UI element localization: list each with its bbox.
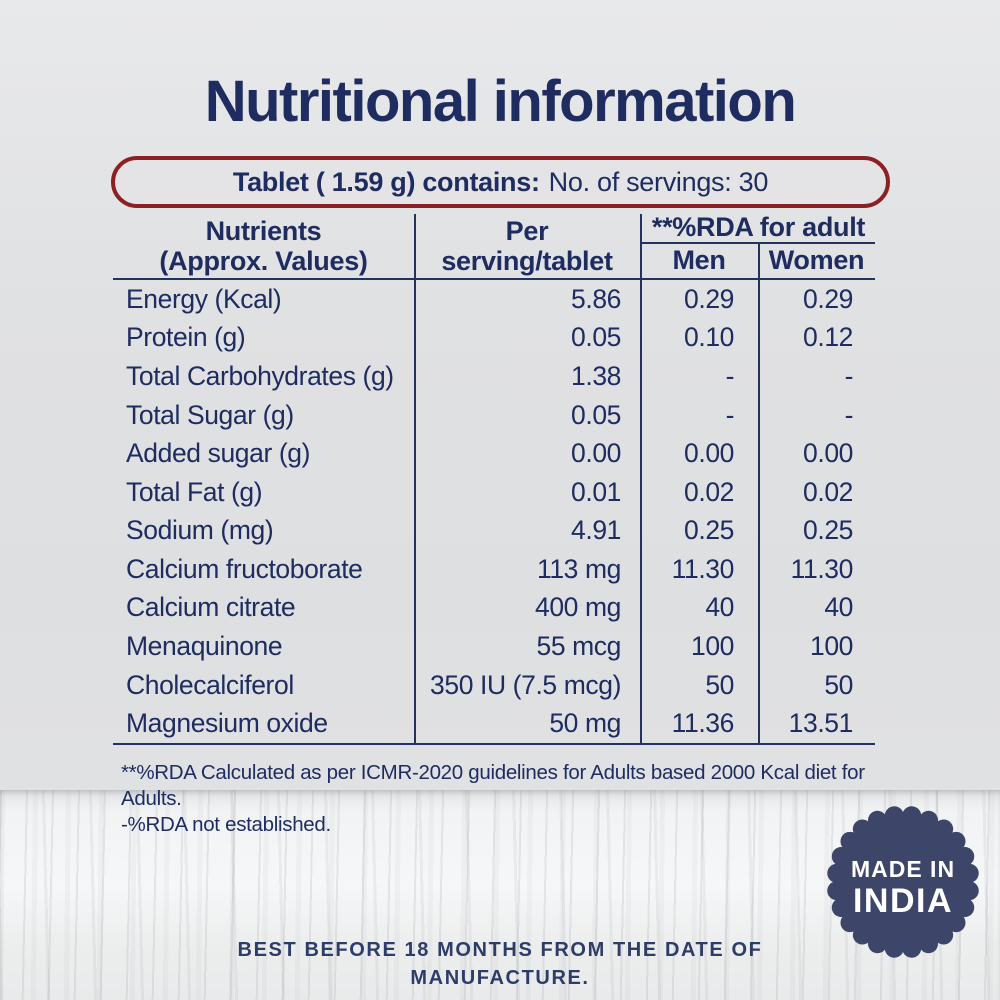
per-serving-cell: 5.86 — [571, 283, 621, 314]
nutrient-name-cell: Calcium fructoborate — [126, 553, 363, 584]
table-bottom-border — [113, 743, 875, 745]
rda-women-cell: 0.25 — [803, 515, 853, 546]
table-row: Sodium (mg) 4.91 0.25 0.25 — [113, 511, 875, 550]
per-serving-cell: 0.05 — [571, 399, 621, 430]
badge-scalloped-seal-shape — [827, 806, 979, 958]
rda-women-cell: 100 — [809, 630, 853, 661]
rda-women-cell: 0.29 — [803, 283, 853, 314]
column-divider — [414, 214, 416, 743]
per-serving-cell: 400 mg — [535, 592, 621, 623]
rda-men-cell: 0.25 — [684, 515, 734, 546]
nutrient-name-cell: Menaquinone — [126, 630, 283, 661]
rda-men-cell: 0.00 — [684, 438, 734, 469]
nutrient-name-cell: Magnesium oxide — [126, 708, 328, 739]
servings-count-label: No. of servings: 30 — [548, 166, 769, 197]
table-body: Energy (Kcal) 5.86 0.29 0.29 Protein (g)… — [113, 280, 875, 743]
badge-text-made-in: MADE IN — [851, 856, 955, 882]
column-header-rda-group: **%RDA for adult — [651, 212, 866, 242]
rda-men-cell: 0.02 — [684, 476, 734, 507]
best-before-line-2: MANUFACTURE. — [410, 967, 590, 989]
rda-men-cell: 50 — [705, 669, 734, 700]
rda-women-cell: 0.02 — [803, 476, 853, 507]
rda-women-cell: - — [844, 360, 854, 391]
nutrient-name-cell: Total Carbohydrates (g) — [126, 360, 394, 391]
header-line: serving/tablet — [441, 246, 613, 276]
table-row: Added sugar (g) 0.00 0.00 0.00 — [113, 434, 875, 473]
rda-women-cell: 11.30 — [790, 553, 854, 584]
rda-men-cell: 11.36 — [671, 708, 735, 739]
per-serving-cell: 4.91 — [571, 515, 621, 546]
footnote-line-2: -%RDA not established. — [121, 813, 331, 836]
rda-footnote: **%RDA Calculated as per ICMR-2020 guide… — [121, 760, 911, 838]
per-serving-cell: 350 IU (7.5 mcg) — [430, 669, 621, 700]
per-serving-cell: 0.00 — [571, 438, 621, 469]
nutrient-name-cell: Protein (g) — [126, 322, 246, 353]
column-header-per-serving: Per serving/tablet — [414, 216, 640, 276]
nutrient-name-cell: Added sugar (g) — [126, 438, 311, 469]
rda-women-cell: 0.00 — [803, 438, 853, 469]
per-serving-cell: 113 mg — [536, 553, 621, 584]
table-row: Calcium fructoborate 113 mg 11.30 11.30 — [113, 550, 875, 589]
column-header-nutrients: Nutrients (Approx. Values) — [113, 216, 414, 276]
table-row: Magnesium oxide 50 mg 11.36 13.51 — [113, 704, 875, 743]
rda-women-cell: - — [844, 399, 854, 430]
serving-size-label: Tablet ( 1.59 g) contains: — [232, 166, 540, 197]
rda-women-cell: 0.12 — [803, 322, 853, 353]
nutrient-name-cell: Energy (Kcal) — [126, 283, 282, 314]
made-in-india-badge: MADE IN INDIA — [827, 806, 979, 958]
column-divider — [640, 214, 642, 743]
best-before-line-1: BEST BEFORE 18 MONTHS FROM THE DATE OF — [237, 939, 763, 961]
best-before-notice: BEST BEFORE 18 MONTHS FROM THE DATE OF M… — [0, 936, 1000, 992]
rda-men-cell: 11.30 — [671, 553, 735, 584]
rda-men-cell: 0.10 — [684, 322, 734, 353]
per-serving-cell: 0.01 — [571, 476, 621, 507]
nutrient-name-cell: Sodium (mg) — [126, 515, 274, 546]
table-row: Menaquinone 55 mcg 100 100 — [113, 627, 875, 666]
header-line: Nutrients — [205, 216, 322, 246]
column-header-women: Women — [768, 245, 865, 275]
header-line: Per — [505, 216, 549, 246]
page-title: Nutritional information — [204, 69, 797, 134]
rda-women-cell: 50 — [824, 669, 853, 700]
rda-header-underline — [640, 242, 875, 244]
header-underline — [113, 278, 875, 280]
rda-men-cell: - — [725, 399, 735, 430]
per-serving-cell: 50 mg — [549, 708, 621, 739]
rda-men-cell: 40 — [705, 592, 734, 623]
nutrient-name-cell: Total Fat (g) — [126, 476, 263, 507]
per-serving-cell: 0.05 — [571, 322, 621, 353]
rda-men-cell: 0.29 — [684, 283, 734, 314]
table-row: Cholecalciferol 350 IU (7.5 mcg) 50 50 — [113, 666, 875, 705]
serving-info-box: Tablet ( 1.59 g) contains: No. of servin… — [111, 156, 890, 208]
rda-men-cell: - — [725, 360, 735, 391]
table-row: Total Fat (g) 0.01 0.02 0.02 — [113, 473, 875, 512]
per-serving-cell: 1.38 — [571, 360, 621, 391]
column-header-men: Men — [672, 245, 726, 275]
table-row: Energy (Kcal) 5.86 0.29 0.29 — [113, 280, 875, 319]
nutrient-name-cell: Cholecalciferol — [126, 669, 294, 700]
nutrition-table: Nutrients (Approx. Values) Per serving/t… — [113, 212, 875, 745]
per-serving-cell: 55 mcg — [536, 630, 621, 661]
nutrient-name-cell: Total Sugar (g) — [126, 399, 294, 430]
rda-women-cell: 40 — [824, 592, 853, 623]
table-row: Total Carbohydrates (g) 1.38 - - — [113, 357, 875, 396]
table-row: Calcium citrate 400 mg 40 40 — [113, 589, 875, 628]
column-divider — [758, 243, 760, 743]
nutrient-name-cell: Calcium citrate — [126, 592, 296, 623]
table-row: Total Sugar (g) 0.05 - - — [113, 396, 875, 435]
table-row: Protein (g) 0.05 0.10 0.12 — [113, 319, 875, 358]
rda-women-cell: 13.51 — [788, 708, 854, 739]
rda-men-cell: 100 — [690, 630, 734, 661]
badge-text-india: INDIA — [853, 882, 953, 920]
header-line: (Approx. Values) — [159, 246, 368, 276]
footnote-line-1: **%RDA Calculated as per ICMR-2020 guide… — [121, 761, 865, 810]
